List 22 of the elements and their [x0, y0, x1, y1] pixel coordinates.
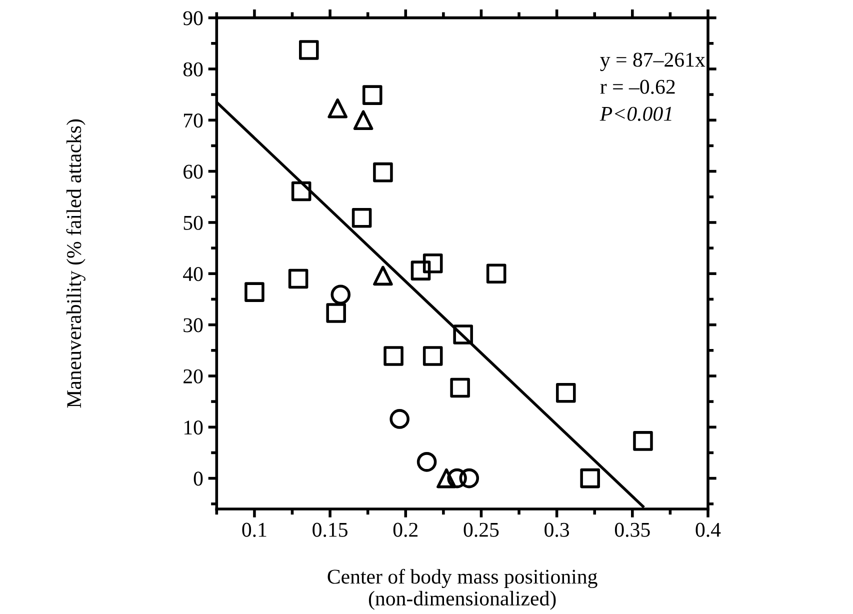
- x-tick-label: 0.15: [312, 522, 348, 537]
- x-tick-label: 0.2: [393, 522, 418, 537]
- annotation: P<0.001: [600, 106, 672, 121]
- y-tick-label: 30: [184, 318, 203, 332]
- x-tick-label: 0.4: [696, 522, 721, 537]
- y-tick-label: 50: [184, 216, 203, 230]
- y-tick-label: 20: [184, 369, 203, 384]
- annotation: y = 87–261x: [600, 52, 706, 72]
- x-tick-label: 0.1: [242, 522, 266, 537]
- y-tick-label: 60: [184, 164, 203, 179]
- y-tick-label: 90: [183, 11, 203, 26]
- y-tick-label: 10: [184, 420, 203, 435]
- x-tick-label: 0.35: [614, 522, 650, 537]
- x-tick-label: 0.25: [464, 522, 499, 537]
- annotation: r = –0.62: [600, 80, 675, 94]
- y-tick-label: 80: [183, 62, 203, 76]
- y-tick-label: 40: [183, 267, 203, 282]
- x-tick-label: 0.3: [544, 522, 570, 537]
- y-axis-title: Maneuverability (% failed attacks): [66, 119, 86, 408]
- x-axis-title: Center of body mass positioning (non-dimensionalized): [328, 568, 598, 610]
- y-tick-label: 70: [184, 114, 203, 128]
- y-tick-label: 0: [194, 472, 203, 486]
